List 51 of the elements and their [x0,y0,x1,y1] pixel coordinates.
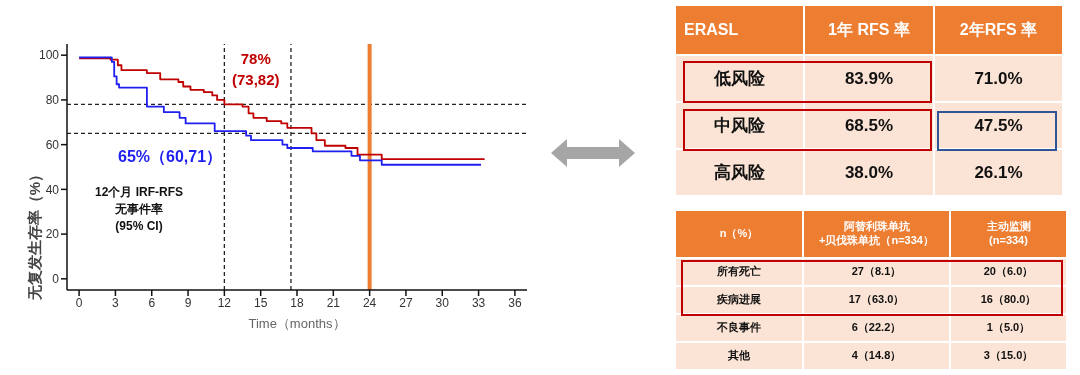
text: 16（80.0） [980,293,1037,306]
text: 71.0% [974,68,1023,88]
x-tick-label: 0 [75,295,83,310]
y-axis-title: 无复发生存率（%） [26,167,44,302]
text: 20（6.0） [983,265,1034,278]
x-tick-label: 24 [362,295,377,310]
text: 83.9% [844,68,894,88]
annotation: 65%（60,71） [118,147,223,167]
text: 68.5% [844,115,894,135]
text: 3（15.0） [983,349,1034,362]
annotation: 12个月 IRF-RFS 无事件率 (95% CI) [95,184,184,235]
x-tick-label: 33 [471,295,486,310]
y-tick-label: 20 [45,227,60,242]
x-tick-label: 12 [217,295,232,310]
x-tick-label: 30 [435,295,450,310]
category-label: 高风险 [714,162,765,182]
category-label: 阿替利珠单抗 +贝伐珠单抗（n=334） [819,220,934,248]
x-tick-label: 27 [399,295,413,310]
category-label: 所有死亡 [717,265,761,278]
x-tick-label: 6 [148,295,156,310]
category-label: 1年 RFS 率 [828,20,910,40]
text: 27（8.1） [851,265,902,278]
text: 26.1% [974,162,1023,182]
category-label: n（%） [719,227,759,241]
category-label: 2年RFS 率 [959,20,1038,40]
text: 4（14.8） [851,349,902,362]
category-label: 不良事件 [717,321,761,334]
y-tick-label: 0 [52,272,60,287]
category-label: 其他 [728,349,750,362]
x-tick-label: 21 [326,295,341,310]
text: 6（22.2） [851,321,902,334]
text: 47.5% [974,115,1023,135]
x-tick-label: 18 [290,295,304,310]
y-tick-label: 80 [45,93,60,108]
x-axis-title: Time（months） [248,316,346,331]
category-label: 主动监测 (n=334) [986,220,1031,248]
y-tick-label: 60 [45,137,60,152]
x-tick-label: 15 [254,295,268,310]
x-tick-label: 3 [112,295,120,310]
y-tick-label: 40 [45,182,60,197]
category-label: ERASL [684,20,739,40]
category-label: 疾病进展 [717,293,761,306]
text: 17（63.0） [848,293,905,306]
annotation: 78% (73,82) [232,49,280,90]
category-label: 低风险 [714,68,765,88]
y-tick-label: 100 [38,48,60,63]
text: 1（5.0） [986,321,1031,334]
category-label: 中风险 [714,115,765,135]
x-tick-label: 36 [508,295,522,310]
text: 38.0% [844,162,894,182]
x-tick-label: 9 [184,295,192,310]
